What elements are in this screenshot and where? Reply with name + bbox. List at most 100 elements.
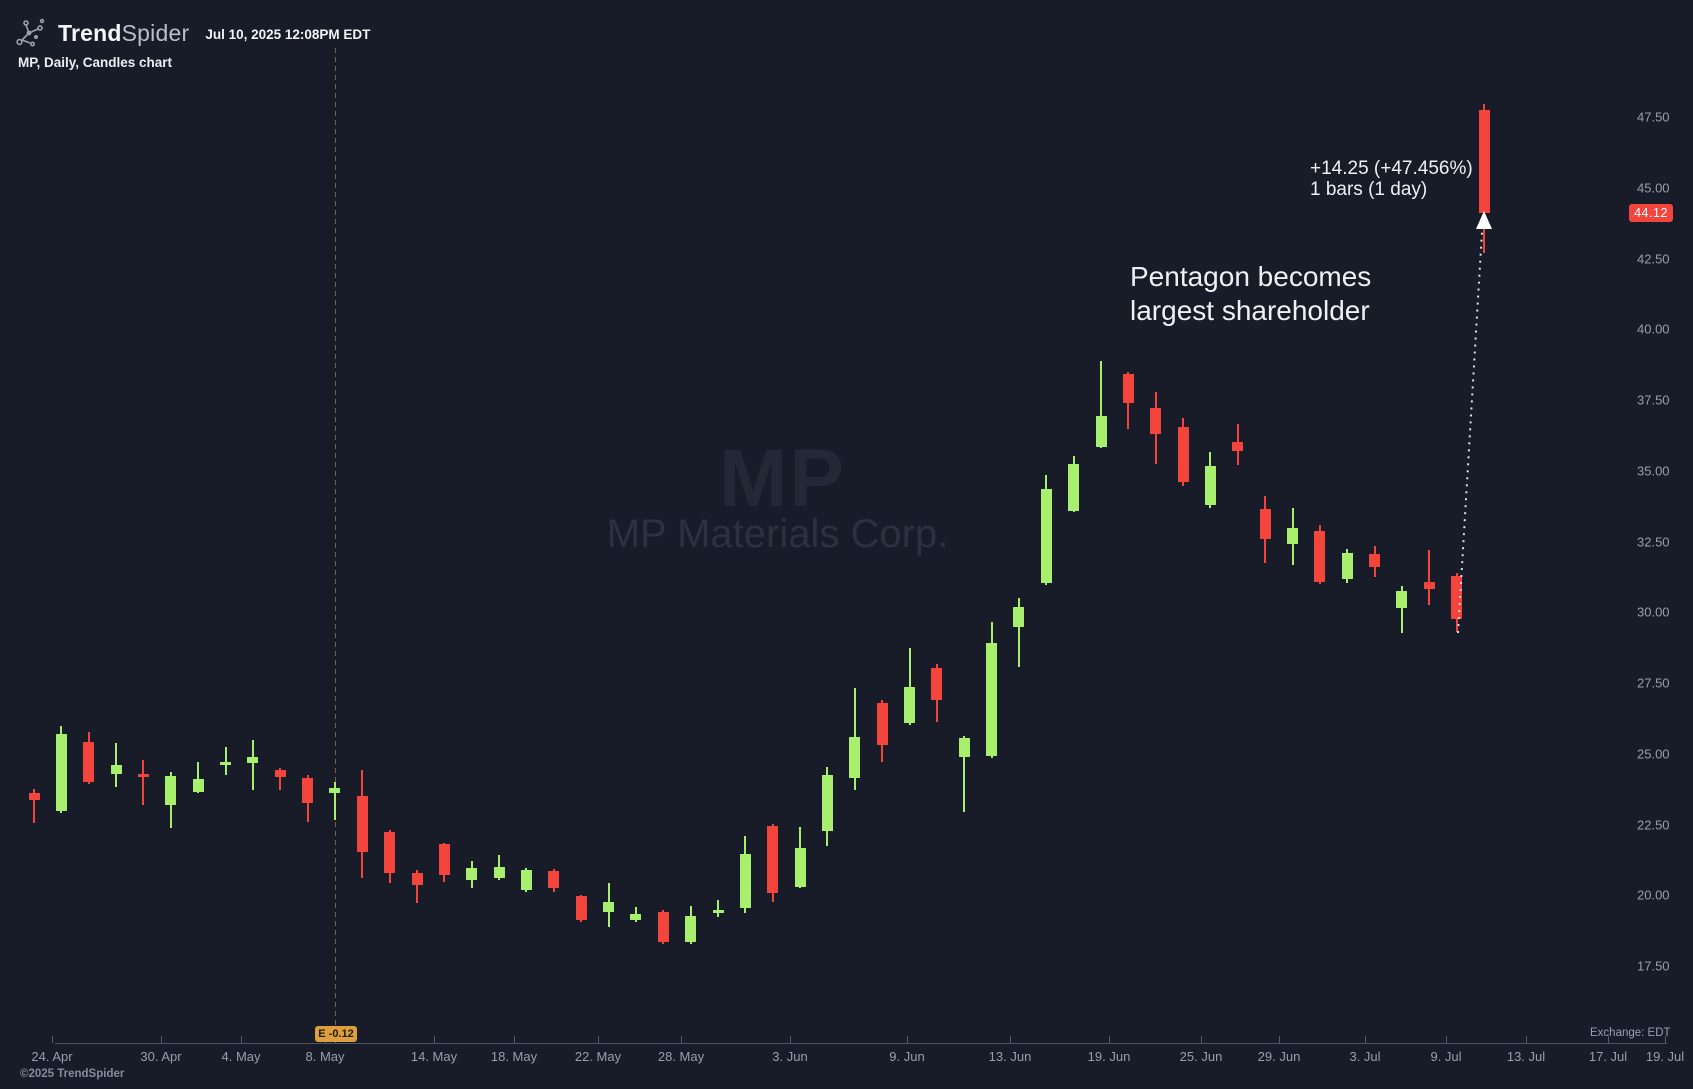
y-axis-label: 37.50 [1637,392,1670,408]
y-axis-label: 17.50 [1637,958,1670,974]
news-annotation-line1: Pentagon becomes [1130,261,1372,292]
chart-subtitle: MP, Daily, Candles chart [18,55,173,70]
candle-wick [224,747,227,775]
candle [438,844,450,875]
x-axis-label: 19. Jun [1087,1049,1131,1064]
candle [575,896,587,921]
watermark-company-name: MP Materials Corp. [606,512,949,556]
x-axis-tick [1446,1036,1447,1043]
candle-wick [963,736,966,812]
candle [1150,408,1162,434]
y-axis-label: 20.00 [1637,887,1670,903]
candle-wick [416,869,418,903]
candle [603,902,614,913]
x-axis-tick [434,1036,435,1043]
candle-wick [717,900,719,918]
y-axis-label: 30.00 [1637,604,1670,620]
candle [220,762,231,765]
x-axis-label: 30. Apr [140,1049,182,1064]
trendspider-logo-icon [16,18,45,47]
x-axis-tick [1608,1036,1609,1043]
x-axis-label: 14. May [410,1049,458,1064]
x-axis-label: 25. Jun [1179,1049,1223,1064]
y-axis-label: 35.00 [1637,463,1670,479]
x-axis-label: 9. Jun [889,1049,925,1064]
x-axis-tick [1010,1036,1011,1043]
candle [1232,441,1244,451]
candle [247,756,259,764]
candle [192,779,204,792]
x-axis-tick [52,1036,53,1043]
candle [1068,463,1080,511]
candle [411,872,423,886]
exchange-label: Exchange: EDT [1590,1027,1671,1039]
candle [302,778,314,803]
candle [876,703,888,745]
candle [384,832,396,873]
news-annotation-line2: largest shareholder [1130,295,1370,326]
candle-wick [1428,550,1431,605]
candle [1314,531,1326,582]
candle [1369,554,1380,567]
measurement-change-text: +14.25 (+47.456%) [1310,158,1473,179]
header: TrendSpider Jul 10, 2025 12:08PM EDT [14,16,370,50]
candle [1204,466,1216,506]
y-axis-label: 22.50 [1637,817,1670,832]
earnings-event-line [335,48,336,1044]
x-axis-tick [1109,1036,1110,1043]
candle [466,867,478,880]
measurement-bars-text: 1 bars (1 day) [1310,179,1428,200]
candle [1259,509,1271,539]
x-axis-tick [681,1036,682,1043]
candle-wick [1100,360,1102,449]
candle [1040,489,1052,584]
y-axis-label: 27.50 [1637,675,1670,691]
x-axis-label: 24. Apr [31,1049,73,1064]
news-annotation: Pentagon becomes largest shareholder [1130,260,1371,328]
earnings-badge[interactable]: E -0.12 [315,1026,357,1042]
candle [1478,109,1490,213]
candle [986,643,997,756]
trendspider-logo-text: TrendSpider [58,20,189,47]
x-axis-label: 4. May [221,1049,261,1064]
candle [931,668,943,700]
candle [1451,576,1463,619]
candle-wick [279,767,282,790]
y-axis-label: 25.00 [1637,746,1670,762]
candle-wick [33,789,35,824]
candle [712,910,724,913]
x-axis-label: 9. Jul [1430,1049,1462,1064]
candle-wick [142,760,145,805]
candle [685,916,697,942]
x-axis-tick [1665,1036,1666,1043]
candle [493,867,505,878]
candle-wick [197,762,200,794]
candle [1013,606,1025,627]
x-axis-label: 3. Jul [1349,1049,1381,1064]
candle-wick [251,739,254,790]
x-axis-label: 29. Jun [1257,1049,1301,1064]
x-axis-label: 13. Jun [988,1049,1032,1064]
x-axis-label: 19. Jul [1645,1049,1685,1064]
y-axis-label: 45.00 [1637,180,1670,196]
x-axis-tick [1526,1036,1527,1043]
candle [794,848,806,888]
candle [137,773,149,778]
candle [55,734,67,812]
y-axis-label: 40.00 [1637,321,1670,337]
candle [1423,582,1435,590]
candle [849,737,861,779]
x-axis-label: 22. May [574,1049,622,1064]
x-axis-label: 18. May [490,1049,538,1064]
x-axis-tick [1365,1036,1366,1043]
x-axis-label: 8. May [305,1049,345,1064]
x-axis-label: 13. Jul [1506,1049,1546,1064]
x-axis-label: 17. Jul [1588,1049,1628,1064]
copyright-label: ©2025 TrendSpider [20,1068,125,1080]
x-axis-tick [790,1036,791,1043]
measurement-label: +14.25 (+47.456%) 1 bars (1 day) [1310,158,1473,200]
y-axis-label: 32.50 [1637,534,1670,549]
candle [657,912,669,942]
